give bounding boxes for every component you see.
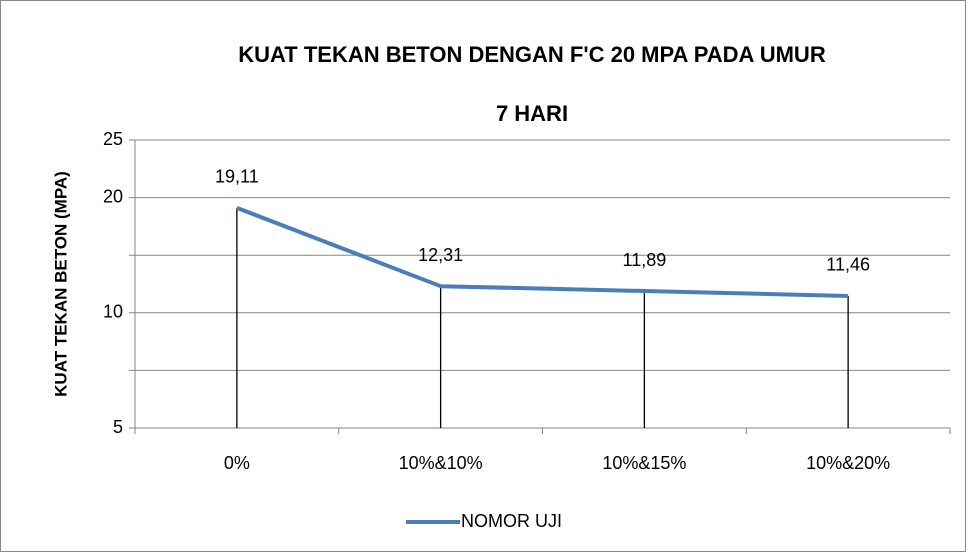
legend-label: NOMOR UJI (461, 511, 562, 531)
chart-title: 7 HARI (496, 101, 568, 126)
data-label: 12,31 (418, 245, 463, 265)
data-label: 11,89 (623, 250, 667, 270)
x-tick-label: 10%&10% (399, 453, 483, 473)
y-axis-title: KUAT TEKAN BETON (MPA) (51, 171, 70, 397)
data-label: 19,11 (215, 167, 259, 187)
y-tick-label: 25 (103, 129, 123, 149)
x-tick-label: 10%&20% (806, 453, 890, 473)
y-tick-label: 20 (103, 186, 123, 206)
y-tick-label: 10 (103, 302, 123, 322)
chart-title: KUAT TEKAN BETON DENGAN F'C 20 MPA PADA … (238, 42, 826, 67)
y-tick-label: 5 (113, 417, 123, 437)
data-line (236, 205, 849, 298)
x-tick-label: 10%&15% (602, 453, 686, 473)
data-label: 11,46 (826, 255, 870, 275)
x-tick-label: 0% (224, 453, 250, 473)
